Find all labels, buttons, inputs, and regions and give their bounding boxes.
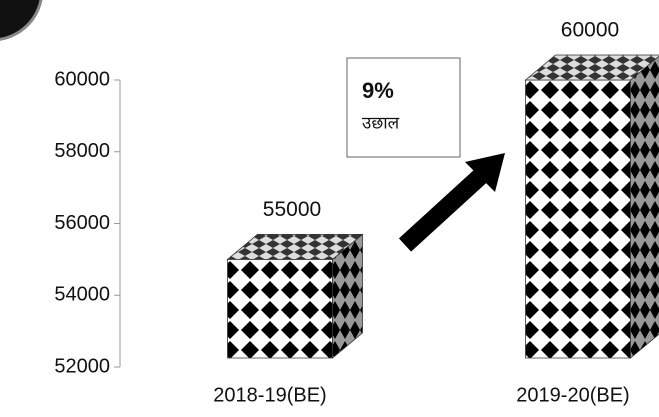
y-tick-label: 52000 (54, 355, 110, 377)
bar-front (525, 79, 631, 359)
y-tick-label: 60000 (54, 68, 110, 90)
x-tick-label: 2018-19(BE) (213, 384, 326, 406)
annotation-subtitle: उछाल (362, 113, 400, 132)
arrow-head (465, 153, 505, 192)
bar (226, 233, 364, 359)
bar (524, 54, 659, 359)
annotation: 9% उछाल (346, 57, 461, 158)
arrow (398, 153, 505, 252)
decor-circle (0, 0, 43, 41)
bar-side (630, 55, 659, 359)
bar-top (524, 54, 659, 81)
bar-front (227, 258, 333, 359)
y-tick-label: 56000 (54, 212, 110, 234)
y-tick-label: 54000 (54, 284, 110, 306)
value-label: 55000 (263, 198, 321, 221)
annotation-title: 9% (362, 78, 394, 103)
value-label: 60000 (561, 19, 619, 42)
arrow-shaft (398, 165, 492, 252)
bar-top (226, 233, 364, 260)
annotation-box (346, 57, 461, 158)
y-tick-label: 58000 (54, 140, 110, 162)
x-tick-label: 2019-20(BE) (516, 384, 629, 406)
